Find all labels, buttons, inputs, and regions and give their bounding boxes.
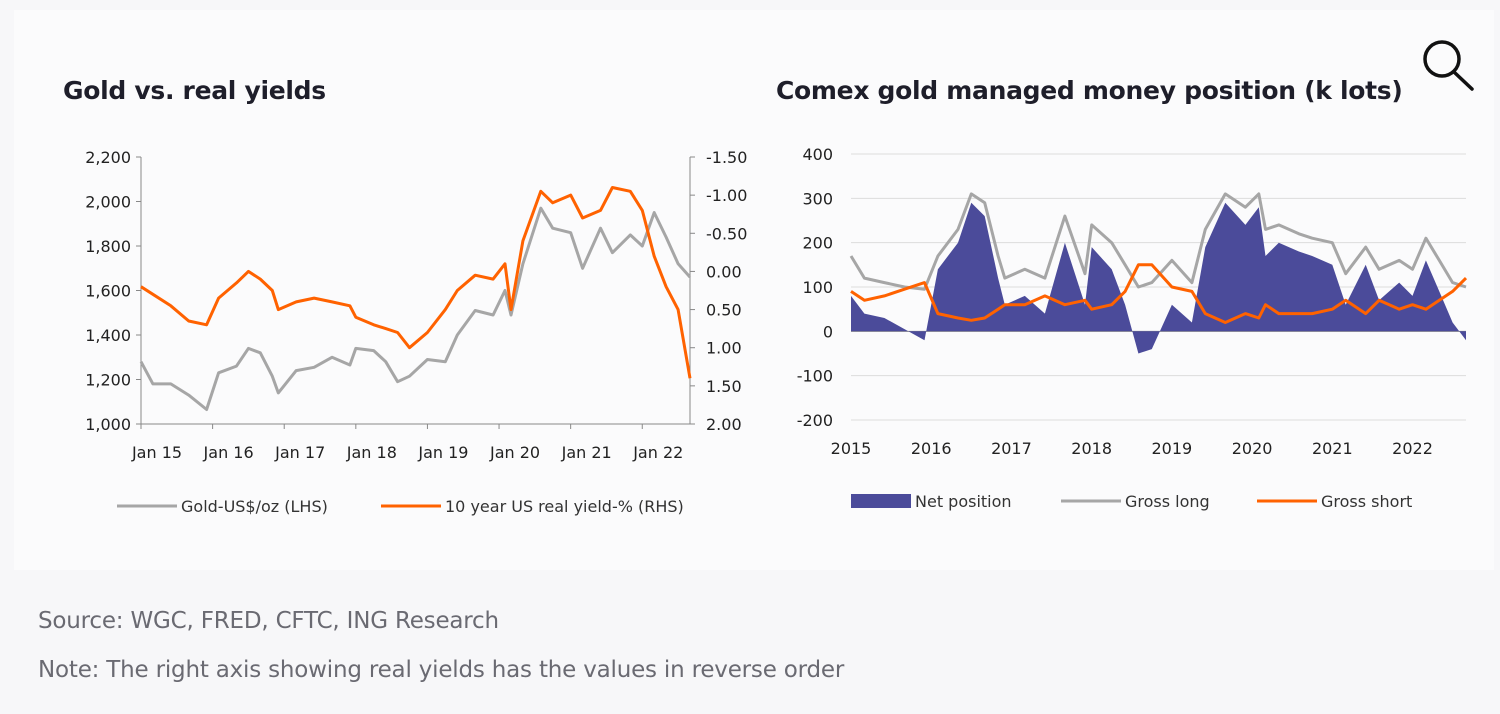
legend-label: Gross short <box>1321 492 1412 511</box>
left-y-tick-label: 2,200 <box>85 148 131 167</box>
x-tick-label: Jan 21 <box>561 443 612 462</box>
right-y-tick-label: 0.00 <box>706 262 742 281</box>
left-y-tick-label: 1,200 <box>85 371 131 390</box>
x-tick-label: 2021 <box>1312 439 1353 458</box>
chart-title-gold-vs-real-yields: Gold vs. real yields <box>63 76 326 105</box>
net-position-area <box>851 202 1466 354</box>
x-tick-label: 2019 <box>1152 439 1193 458</box>
chart-title-comex-positions: Comex gold managed money position (k lot… <box>776 76 1403 105</box>
left-y-tick-label: 1,400 <box>85 326 131 345</box>
x-tick-label: 2016 <box>911 439 952 458</box>
right-y-tick-label: 1.00 <box>706 339 742 358</box>
left-y-tick-label: 2,000 <box>85 193 131 212</box>
series-line-1 <box>140 186 692 379</box>
left-y-tick-label: 1,800 <box>85 237 131 256</box>
x-tick-label: 2015 <box>831 439 872 458</box>
y-tick-label: 400 <box>802 145 833 164</box>
magnifier-icon <box>1423 40 1474 91</box>
x-tick-label: Jan 18 <box>346 443 397 462</box>
right-y-tick-label: 1.50 <box>706 377 742 396</box>
y-tick-label: -200 <box>797 411 833 430</box>
y-tick-label: 200 <box>802 234 833 253</box>
x-tick-label: 2022 <box>1392 439 1433 458</box>
series-line-0 <box>139 206 692 411</box>
axis-note: Note: The right axis showing real yields… <box>38 657 845 683</box>
x-tick-label: 2018 <box>1071 439 1112 458</box>
right-y-tick-label: -1.50 <box>706 148 747 167</box>
x-tick-label: Jan 20 <box>489 443 540 462</box>
gold-vs-real-yields-chart: 1,000 1,200 1,400 1,600 1,800 2,000 2,200 -1.50… <box>85 148 747 516</box>
source-note: Source: WGC, FRED, CFTC, ING Research <box>38 608 499 634</box>
right-y-tick-label: -0.50 <box>706 224 747 243</box>
legend-label: Gross long <box>1125 492 1210 511</box>
series-line-2 <box>850 263 1468 324</box>
left-y-tick-label: 1,000 <box>85 415 131 434</box>
x-tick-label: 2017 <box>991 439 1032 458</box>
right-y-tick-label: 0.50 <box>706 301 742 320</box>
x-tick-label: Jan 16 <box>203 443 254 462</box>
comex-positions-chart: -200 -100 0 100 200 300 400 2015 2016 2017 2018 201… <box>797 145 1468 511</box>
legend-label: Net position <box>915 492 1012 511</box>
x-tick-label: Jan 17 <box>274 443 325 462</box>
right-y-tick-label: -1.00 <box>706 186 747 205</box>
x-tick-label: 2020 <box>1232 439 1273 458</box>
zoom-button[interactable] <box>1416 34 1478 96</box>
legend-label: 10 year US real yield-% (RHS) <box>445 497 684 516</box>
x-tick-label: Jan 22 <box>632 443 683 462</box>
y-tick-label: 100 <box>802 278 833 297</box>
right-y-tick-label: 2.00 <box>706 415 742 434</box>
legend-swatch <box>851 494 911 508</box>
y-tick-label: 300 <box>802 189 833 208</box>
left-y-tick-label: 1,600 <box>85 282 131 301</box>
y-tick-label: 0 <box>823 322 833 341</box>
y-tick-label: -100 <box>797 367 833 386</box>
series-line-1 <box>849 192 1467 291</box>
x-tick-label: Jan 19 <box>417 443 468 462</box>
x-tick-label: Jan 15 <box>131 443 182 462</box>
legend-label: Gold-US$/oz (LHS) <box>181 497 328 516</box>
